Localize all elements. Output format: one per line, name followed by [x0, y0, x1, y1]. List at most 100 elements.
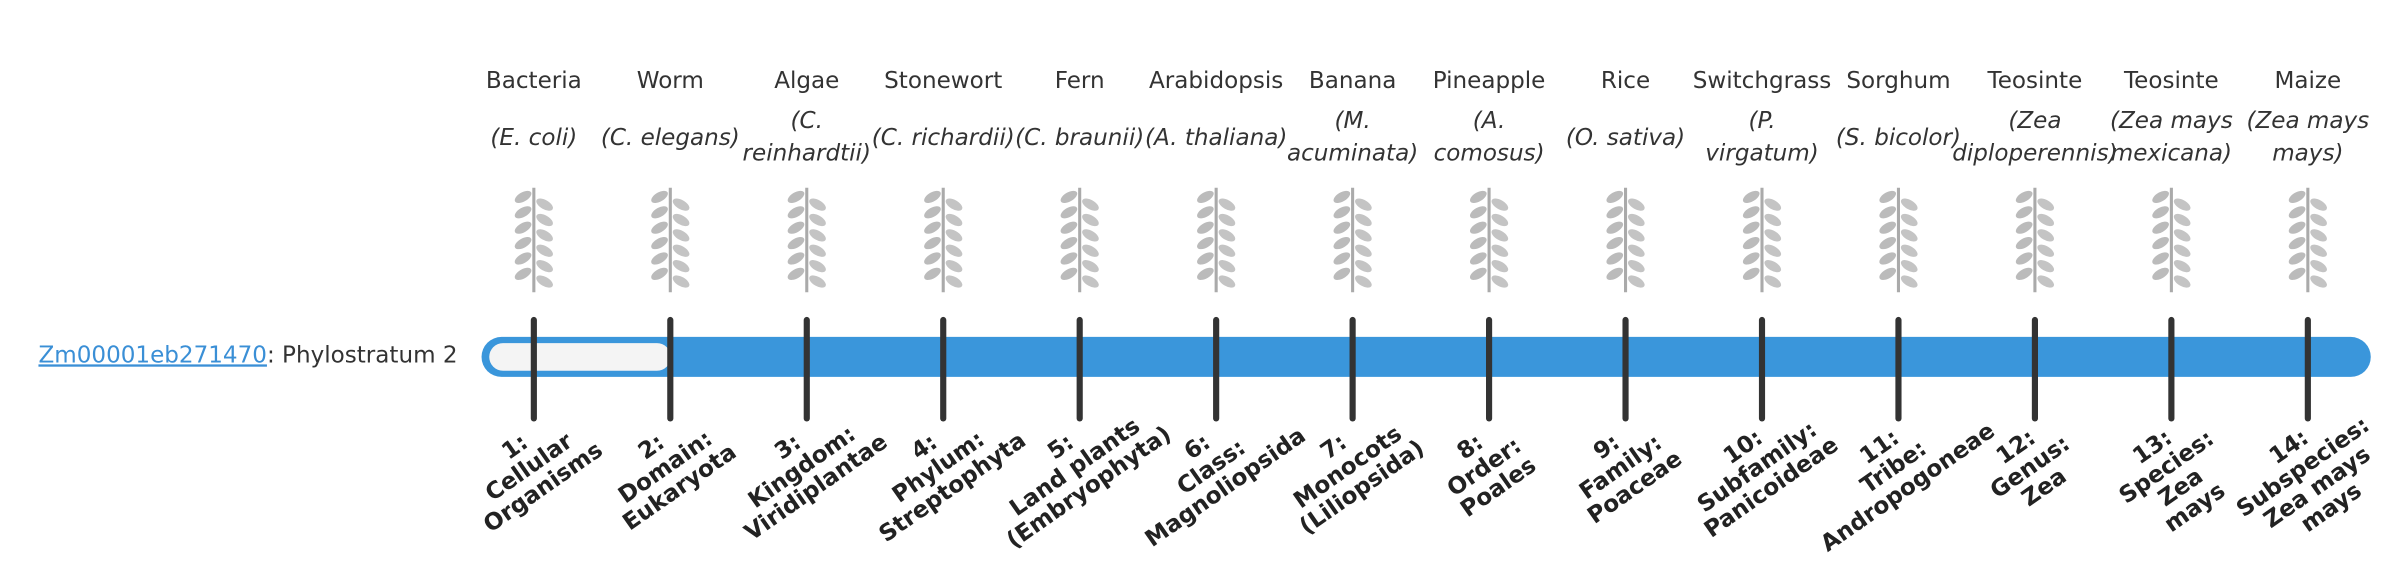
leaf [2015, 206, 2033, 219]
organism-illustration [1197, 187, 1236, 293]
leaf [1355, 244, 1372, 257]
species-name: (A. thaliana) [1145, 125, 1287, 151]
leaf [2288, 252, 2306, 265]
leaf [514, 267, 532, 280]
species-name: (P. [1748, 108, 1775, 134]
leaf [536, 213, 553, 227]
leaf [1764, 213, 1782, 227]
organism-name: Stonewort [884, 68, 1002, 94]
leaf [945, 229, 963, 242]
species-name: (A. [1473, 108, 1506, 134]
leaf [2310, 213, 2327, 227]
gene-row-label: Zm00001eb271470: Phylostratum 2 [38, 342, 457, 368]
leaf [1900, 244, 1918, 257]
leaf [1060, 206, 1078, 219]
leaf [2015, 252, 2033, 265]
leaf [945, 244, 963, 257]
leaf [2173, 229, 2191, 242]
leaf [672, 275, 690, 288]
leaf [1082, 198, 1099, 211]
leaf [1082, 244, 1099, 257]
leaf [1197, 236, 1214, 250]
leaf [809, 213, 826, 227]
leaf [809, 244, 826, 257]
leaf [1491, 213, 1509, 227]
leaf [1197, 267, 1214, 280]
leaf [1627, 229, 1645, 242]
leaf [2173, 260, 2191, 273]
leaf [2288, 190, 2306, 204]
leaf [1197, 252, 1214, 265]
stratum-label: 3:Kingdom:Viridiplantae [740, 421, 892, 546]
leaf [924, 267, 941, 280]
species-name: (C. richardii) [872, 125, 1015, 151]
species-name: reinhardtii) [743, 140, 871, 166]
leaf [1606, 206, 1624, 219]
leaf [1469, 190, 1487, 204]
organism-name: Algae [774, 68, 839, 94]
leaf [1900, 198, 1918, 211]
species-name: virgatum) [1705, 140, 1818, 166]
species-name: (Zea [2008, 108, 2061, 134]
stratum-label: 7:Monocots(Liliopsida) [1289, 421, 1429, 540]
leaf [2173, 244, 2191, 257]
leaf [1627, 275, 1645, 288]
leaf [514, 206, 532, 219]
leaf [1742, 236, 1760, 250]
leaf [1606, 236, 1624, 250]
leaf [2037, 213, 2055, 227]
timeline-bar [481, 336, 2371, 377]
leaf [1197, 221, 1214, 234]
organism-name: Pineapple [1433, 68, 1546, 94]
leaf [536, 275, 553, 288]
stratum-label: 6:Class:Magnoliopsida [1141, 423, 1311, 553]
gene-link[interactable]: Zm00001eb271470 [38, 342, 266, 368]
organism-name: Bacteria [486, 68, 582, 94]
leaf [924, 252, 941, 265]
leaf [1333, 236, 1351, 250]
organism-illustration [2152, 187, 2191, 293]
leaf [1355, 260, 1372, 273]
leaf [1218, 198, 1236, 211]
leaf [514, 252, 532, 265]
leaf [1900, 275, 1918, 288]
leaf [1627, 213, 1645, 227]
leaf [1606, 267, 1624, 280]
leaf [1742, 221, 1760, 234]
leaf [672, 198, 690, 211]
organism-name: Sorghum [1846, 68, 1950, 94]
leaf [1218, 260, 1236, 273]
leaf [1218, 229, 1236, 242]
leaf [2037, 244, 2055, 257]
leaf [672, 213, 690, 227]
leaf [2152, 236, 2169, 250]
leaf [1742, 267, 1760, 280]
leaf [1082, 260, 1099, 273]
leaf [1060, 252, 1078, 265]
leaf [672, 260, 690, 273]
leaf [1082, 275, 1099, 288]
leaf [2037, 260, 2055, 273]
leaf [1218, 213, 1236, 227]
leaf [1355, 213, 1372, 227]
organism-illustration [2015, 187, 2055, 293]
leaf [2152, 190, 2169, 204]
leaf [651, 252, 668, 265]
leaf [1764, 198, 1782, 211]
leaf [1197, 206, 1214, 219]
leaf [536, 244, 553, 257]
leaf [1333, 190, 1351, 204]
leaf [1491, 229, 1509, 242]
organism-illustration [1742, 187, 1782, 293]
leaf [2310, 275, 2327, 288]
leaf [2288, 267, 2306, 280]
species-name: (E. coli) [490, 125, 577, 151]
leaf [787, 206, 805, 219]
species-name: comosus) [1434, 140, 1545, 166]
leaf [2152, 267, 2169, 280]
leaf [1491, 260, 1509, 273]
stratum-label: 4:Phylum:Streptophyta [875, 426, 1031, 547]
leaf [1355, 229, 1372, 242]
